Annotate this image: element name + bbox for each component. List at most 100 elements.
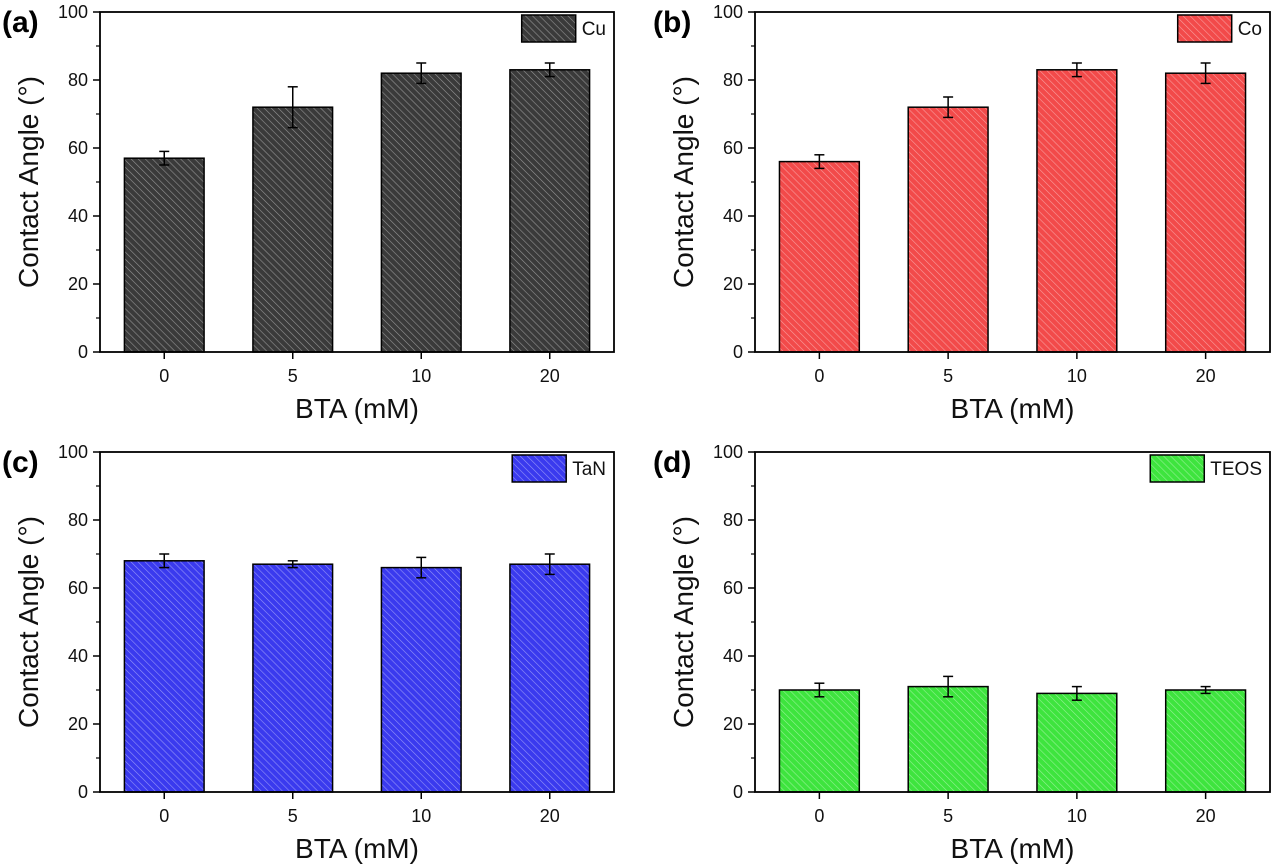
plot-frame [754,451,1271,793]
error-bar-0 [814,682,825,698]
panel-cu: 0 5 10 20 0 20 40 60 80 100 BTA (mM) Contact Angle … [2,2,615,424]
legend: Co [1176,14,1262,43]
y-axis-title: Contact Angle (°) [668,76,699,288]
legend-swatch [520,14,577,43]
bar-5 [907,685,989,793]
y-tick-label: 40 [68,206,88,226]
y-axis-title: Contact Angle (°) [13,516,44,728]
y-tick-label: 80 [723,510,743,530]
bar-20 [1164,72,1247,353]
y-tick-label: 40 [723,206,743,226]
y-tick-label: 100 [58,442,88,462]
legend-label: Cu [582,19,606,40]
legend-label: TaN [572,459,606,480]
legend-swatch [511,454,567,483]
y-tick-label: 80 [68,70,88,90]
y-tick-label: 0 [733,342,743,362]
y-tick-label: 0 [733,782,743,802]
x-tick-label: 20 [1196,366,1216,386]
panel-label: (a) [2,6,39,39]
x-tick-label: 0 [159,366,169,386]
legend: Cu [520,14,606,43]
x-tick-label: 5 [943,366,953,386]
y-tick-label: 100 [58,2,88,22]
legend: TaN [511,454,606,483]
bar-0 [778,160,861,353]
y-axis-title: Contact Angle (°) [13,76,44,288]
y-tick-label: 40 [723,646,743,666]
y-tick-label: 60 [68,578,88,598]
y-tick-label: 60 [68,138,88,158]
x-tick-label: 5 [288,806,298,826]
x-tick-label: 10 [1067,366,1087,386]
error-bar-5 [287,560,298,569]
panel-label: (c) [2,446,39,479]
error-bar-0 [159,553,170,569]
y-tick-label: 80 [68,510,88,530]
error-bar-10 [416,556,427,579]
y-tick-label: 20 [68,274,88,294]
plot-frame [99,451,615,793]
y-tick-label: 20 [68,714,88,734]
bar-20 [509,563,591,793]
x-tick-label: 5 [288,366,298,386]
y-tick-label: 20 [723,274,743,294]
plot-frame [99,11,615,353]
bar-5 [907,106,989,353]
bar-0 [123,157,205,353]
bar-5 [252,563,334,793]
x-tick-label: 0 [814,366,824,386]
plot-frame [754,11,1271,353]
y-tick-label: 60 [723,578,743,598]
x-tick-label: 20 [1196,806,1216,826]
error-bar-0 [814,154,825,170]
y-axis-title: Contact Angle (°) [668,516,699,728]
bar-20 [1164,689,1247,793]
y-tick-label: 60 [723,138,743,158]
x-tick-label: 0 [814,806,824,826]
error-bar-5 [943,675,954,698]
legend-swatch [1176,14,1233,43]
x-tick-label: 10 [411,806,431,826]
y-tick-label: 0 [78,782,88,802]
x-axis-title: BTA (mM) [295,393,419,424]
error-bar-10 [1071,685,1082,701]
legend-label: Co [1238,19,1262,40]
error-bar-20 [1200,685,1211,695]
bar-20 [509,69,591,353]
y-tick-label: 0 [78,342,88,362]
panel-label: (b) [653,6,691,39]
panel-label: (d) [653,446,691,479]
legend-swatch [1149,454,1206,483]
error-bar-20 [544,553,555,576]
bar-10 [1036,69,1118,353]
x-tick-label: 20 [540,366,560,386]
y-tick-label: 100 [713,442,743,462]
error-bar-0 [159,150,170,166]
x-tick-label: 0 [159,806,169,826]
error-bar-5 [287,86,298,129]
y-tick-label: 20 [723,714,743,734]
error-bar-10 [416,62,427,85]
bar-10 [1036,692,1118,793]
legend-label: TEOS [1210,459,1262,480]
y-tick-label: 100 [713,2,743,22]
error-bar-20 [1200,62,1211,85]
x-tick-label: 5 [943,806,953,826]
bar-10 [380,72,462,353]
error-bar-10 [1071,62,1082,78]
x-tick-label: 20 [540,806,560,826]
error-bar-20 [544,62,555,78]
x-axis-title: BTA (mM) [951,833,1075,864]
error-bar-5 [943,96,954,119]
bar-0 [778,689,861,793]
bar-5 [252,106,334,353]
panel-tan: 0 5 10 20 0 20 40 60 80 100 BTA (mM) Contact Angle … [2,442,615,864]
bar-10 [380,566,462,793]
bar-0 [123,560,205,793]
legend: TEOS [1149,454,1262,483]
x-axis-title: BTA (mM) [295,833,419,864]
x-tick-label: 10 [411,366,431,386]
x-tick-label: 10 [1067,806,1087,826]
